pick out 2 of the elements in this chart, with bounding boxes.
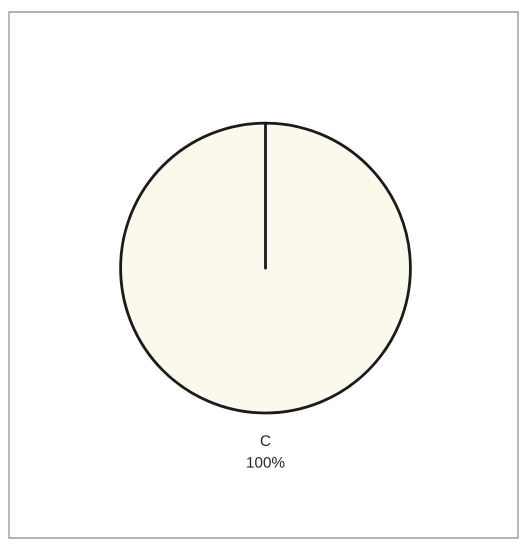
data-label: 100% [247,456,284,468]
slice-label: C [260,435,270,446]
